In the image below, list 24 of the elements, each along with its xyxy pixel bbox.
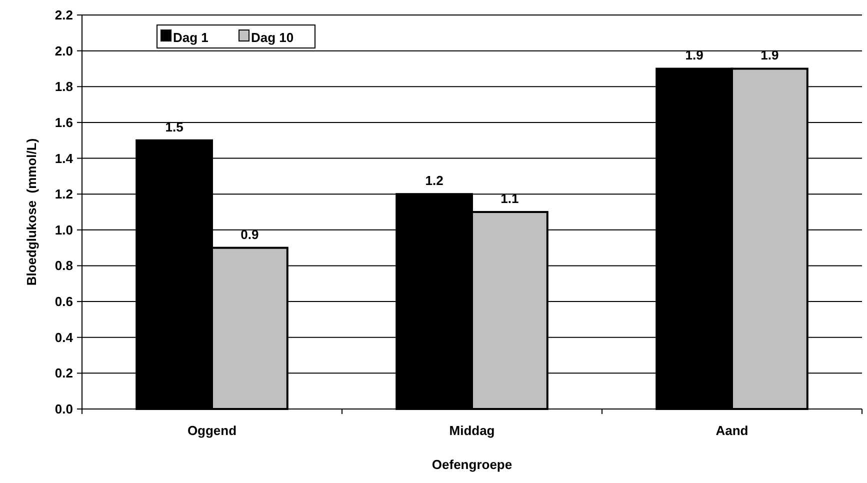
text: 0.0 (54, 402, 73, 416)
x-axis-title: Oefengroepe (432, 457, 512, 472)
text: 0.4 (54, 330, 73, 345)
x-tick-label: Aand (716, 423, 748, 438)
x-tick-label: Oggend (187, 423, 237, 438)
text: 1.4 (54, 150, 73, 166)
text: 0.2 (54, 366, 73, 381)
x-tick-label: Middag (449, 423, 495, 438)
text: 2.2 (54, 8, 73, 22)
text: 1.8 (54, 79, 73, 94)
y-axis-title: Bloedglukose (mmol/L) (24, 138, 39, 286)
text: 1.0 (54, 222, 73, 238)
data-label: 1.9 (685, 48, 704, 63)
text: 1.2 (54, 186, 73, 202)
data-label: 1.1 (500, 191, 519, 206)
text: 2.0 (54, 43, 73, 58)
legend-label: Dag 10 (251, 30, 294, 45)
data-label: 0.9 (240, 226, 259, 242)
data-label: 1.2 (425, 173, 444, 188)
text: 0.8 (54, 258, 73, 274)
legend-label: Dag 1 (173, 30, 208, 45)
text: 1.6 (54, 114, 73, 130)
data-label: 1.9 (760, 48, 779, 63)
text: 0.6 (54, 294, 73, 310)
